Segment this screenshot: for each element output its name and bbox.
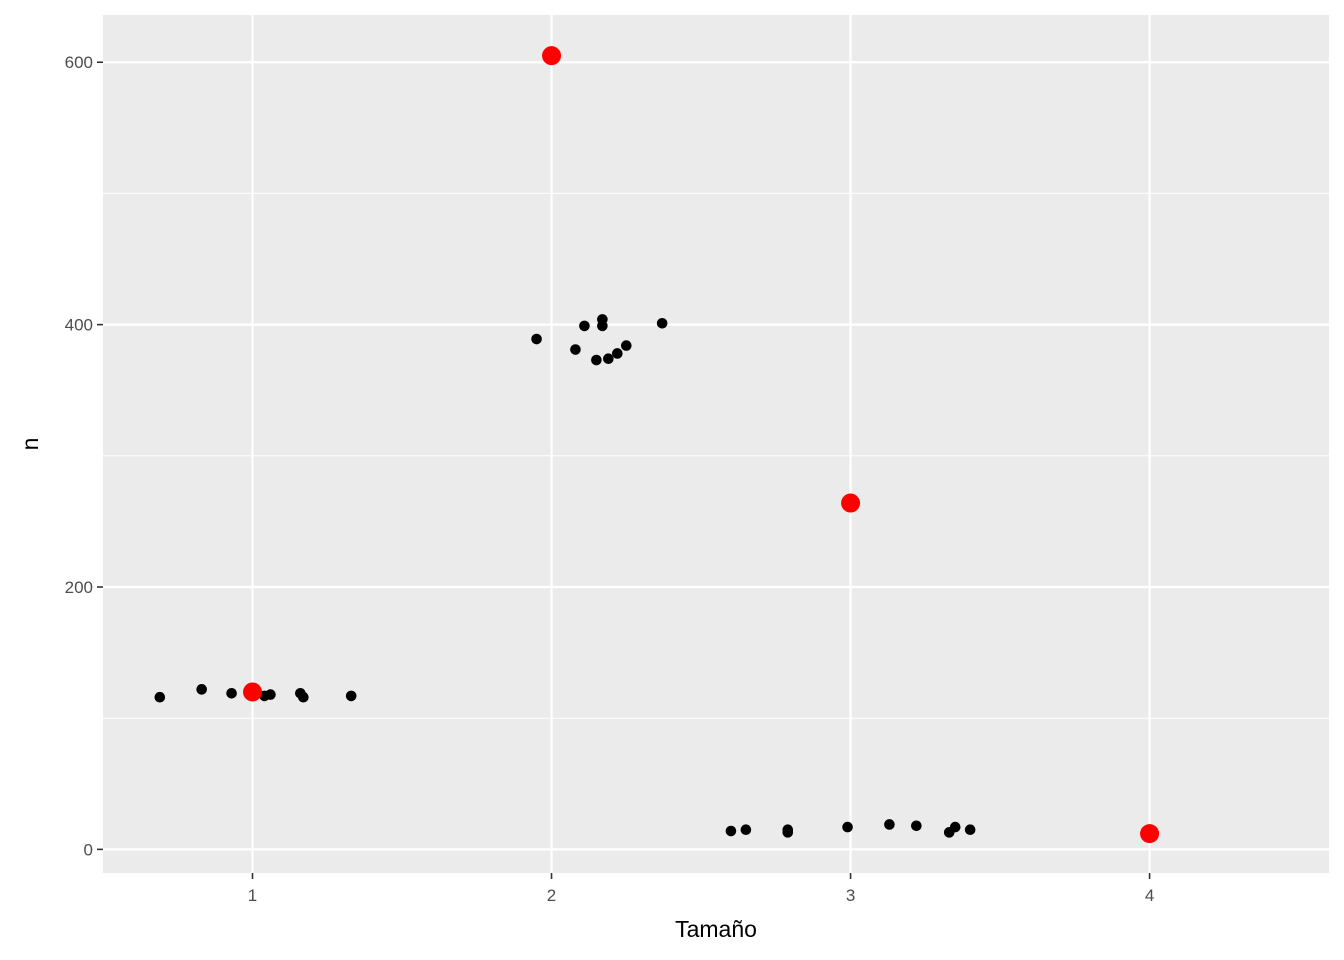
data-point <box>531 333 542 345</box>
data-point <box>597 314 608 325</box>
highlight-point <box>841 493 861 513</box>
data-points <box>154 46 1160 844</box>
plot-panel <box>103 15 1329 873</box>
highlight-point <box>1140 824 1160 844</box>
major-gridlines <box>103 15 1329 873</box>
data-point <box>154 691 166 703</box>
data-point <box>964 824 976 836</box>
data-point <box>265 689 276 700</box>
data-point <box>298 691 309 703</box>
data-point <box>603 353 614 365</box>
x-tick-label: 4 <box>1145 886 1154 905</box>
data-point <box>345 690 357 702</box>
data-point <box>949 821 961 833</box>
y-tick-label: 400 <box>65 316 93 335</box>
data-point <box>612 348 623 359</box>
x-axis-title: Tamaño <box>675 916 757 942</box>
data-point <box>579 320 590 332</box>
y-axis-title: n <box>17 438 43 451</box>
x-tick-label: 2 <box>547 886 556 905</box>
minor-gridlines <box>103 192 1329 719</box>
y-axis: 0 200 400 600 <box>65 53 103 859</box>
y-tick-label: 200 <box>65 578 93 597</box>
data-point <box>226 687 237 699</box>
highlight-point <box>542 46 562 66</box>
data-point <box>570 344 581 355</box>
x-tick-label: 1 <box>248 886 257 905</box>
data-point <box>656 318 668 329</box>
data-point <box>620 340 632 351</box>
y-tick-label: 600 <box>65 53 93 72</box>
data-point <box>842 821 853 833</box>
data-point <box>911 820 922 832</box>
y-tick-label: 0 <box>84 840 93 859</box>
data-point <box>740 824 752 836</box>
data-point <box>725 825 737 837</box>
data-point <box>196 684 207 695</box>
data-point <box>591 354 602 366</box>
x-axis: 1 2 3 4 <box>248 873 1154 905</box>
x-tick-label: 3 <box>846 886 855 905</box>
data-point <box>884 819 895 830</box>
highlight-point <box>243 682 263 702</box>
data-point <box>782 824 794 836</box>
